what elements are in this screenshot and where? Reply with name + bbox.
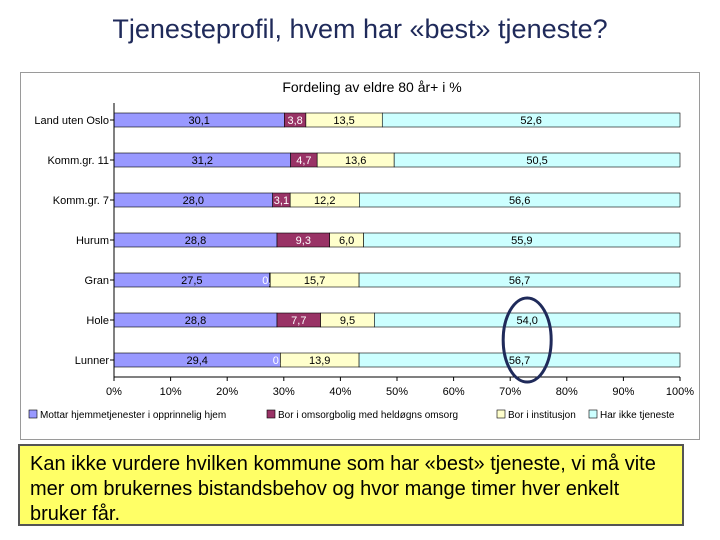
bar-area: Land uten Oslo 30,1 3,8 13,5 52,6 Komm.gr. 11… [34,112,681,368]
data-label: 4,7 [296,155,311,167]
data-label: 29,4 [186,355,207,367]
x-tick-label: 40% [329,386,351,398]
chart-title: Fordeling av eldre 80 år+ i % [282,79,461,95]
x-tick-label: 100% [666,386,694,398]
bar-segment [381,112,681,128]
highlight-ellipse [501,296,553,384]
x-tick-label: 30% [273,386,295,398]
data-label: 28,8 [185,235,206,247]
data-label: 12,2 [314,195,335,207]
chart-frame: Fordeling av eldre 80 år+ i % Land uten … [20,72,700,440]
data-label: 7,7 [291,315,306,327]
data-label: 52,6 [520,115,541,127]
x-tick-label: 50% [386,386,408,398]
data-label: 15,7 [304,275,325,287]
bar-segment [393,152,681,168]
data-label: 28,0 [183,195,204,207]
data-label: 54,0 [516,315,537,327]
x-tick-label: 60% [443,386,465,398]
data-label: 50,5 [526,155,547,167]
caption-box: Kan ikke vurdere hvilken kommune som har… [18,444,684,526]
data-label: 56,7 [509,355,530,367]
x-tick-label: 0% [106,386,122,398]
data-label: 9,5 [340,315,355,327]
legend-swatch [588,409,598,419]
category-label: Gran [85,275,109,287]
data-label: 13,6 [345,155,366,167]
legend: Mottar hjemmetjenester i opprinnelig hje… [28,409,675,421]
data-label: 6,0 [339,235,354,247]
x-tick-label: 90% [612,386,634,398]
x-tick-label: 70% [499,386,521,398]
data-label: 27,5 [181,275,202,287]
data-label: 30,1 [188,115,209,127]
data-label: 9,3 [296,235,311,247]
x-tick-label: 10% [160,386,182,398]
x-axis: 0% 10% 20% 30% 40% 50% 60% 70% 80% 90% 100% [106,103,694,398]
legend-label: Har ikke tjeneste [600,410,675,421]
category-label: Land uten Oslo [34,115,109,127]
data-label: 13,9 [309,355,330,367]
stacked-bar-chart: Fordeling av eldre 80 år+ i % Land uten … [28,79,694,421]
data-label: 56,6 [509,195,530,207]
bar-segment [374,312,681,328]
legend-label: Bor i institusjon [508,410,576,421]
category-label: Hurum [76,235,109,247]
data-label: 13,5 [333,115,354,127]
legend-swatch [28,409,38,419]
bar-segment [359,192,681,208]
category-label: Hole [86,315,109,327]
data-label: 3,8 [287,115,302,127]
x-tick-label: 80% [556,386,578,398]
data-label: 3,1 [274,195,289,207]
data-label: 31,2 [192,155,213,167]
data-label: 28,8 [185,315,206,327]
x-tick-label: 20% [216,386,238,398]
category-label: Lunner [75,355,110,367]
legend-swatch [266,409,276,419]
category-label: Komm.gr. 7 [53,195,109,207]
legend-label: Mottar hjemmetjenester i opprinnelig hje… [40,410,226,421]
slide-title: Tjenesteprofil, hvem har «best» tjeneste… [112,14,608,44]
data-label: 56,7 [509,275,530,287]
legend-swatch [496,409,506,419]
data-label: 55,9 [511,235,532,247]
bar-segment [358,352,681,368]
bar-segment [363,232,681,248]
category-label: Komm.gr. 11 [47,155,109,167]
legend-label: Bor i omsorgbolig med heldøgns omsorg [278,410,458,421]
bar-segment [358,272,681,288]
